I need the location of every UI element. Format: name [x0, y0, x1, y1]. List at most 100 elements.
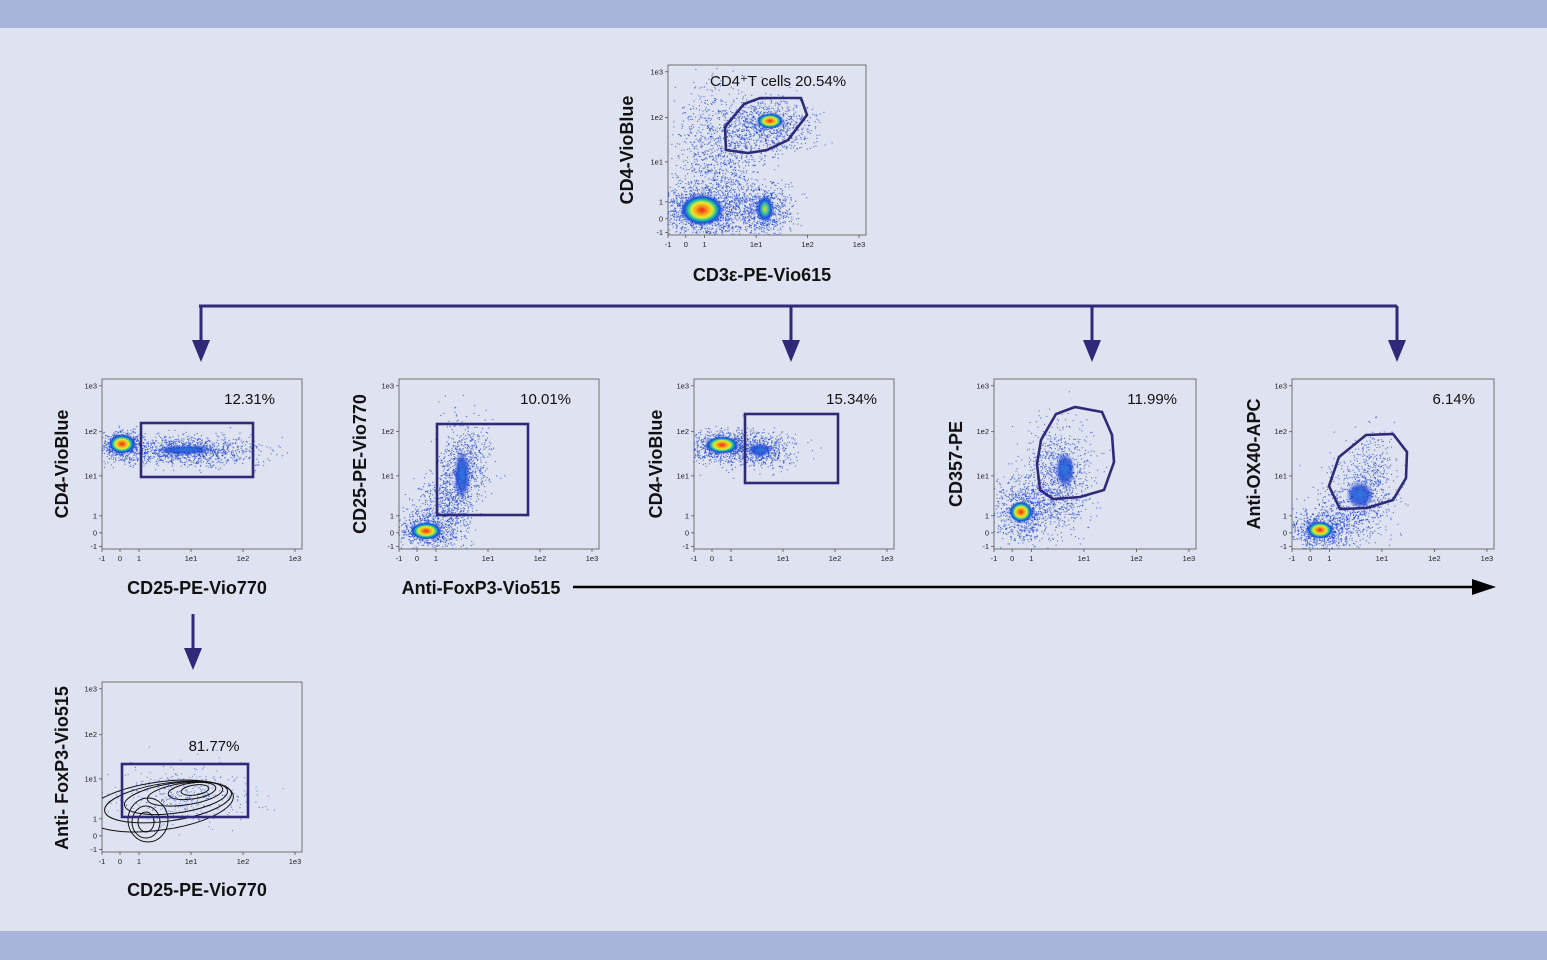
- density-hotspot: [748, 443, 772, 457]
- x-tick-label: 1e3: [1481, 554, 1494, 563]
- x-tick-label: 1e2: [1428, 554, 1441, 563]
- x-tick-label: 0: [118, 554, 122, 563]
- y-tick-label: 1: [685, 511, 689, 520]
- plot-frame: [693, 378, 895, 550]
- density-hotspot: [680, 194, 724, 226]
- plot-frame: [398, 378, 600, 550]
- gate-rectangle: [435, 422, 530, 517]
- y-tick-label: 1: [93, 511, 97, 520]
- y-tick-label: 1: [93, 814, 97, 823]
- y-tick-label: 1e2: [84, 730, 97, 739]
- gate-percentage: 12.31%: [224, 391, 275, 408]
- gate-percentage: 81.77%: [189, 738, 240, 755]
- y-tick-label: 0: [93, 528, 97, 537]
- gate-percentage: CD4⁺T cells 20.54%: [710, 73, 846, 90]
- y-tick-label: 1: [1283, 511, 1287, 520]
- x-tick-label: 1: [1029, 554, 1033, 563]
- x-tick-label: 1: [137, 554, 141, 563]
- y-axis-title: CD4-VioBlue: [617, 96, 637, 205]
- arrowhead-down-1: [192, 340, 210, 362]
- x-tick-label: 1e1: [777, 554, 790, 563]
- y-tick-label: 0: [685, 528, 689, 537]
- y-tick-label: 1e3: [1274, 381, 1287, 390]
- plot-events: [1292, 416, 1409, 549]
- y-tick-label: 1e2: [84, 427, 97, 436]
- x-axis-title: CD25-PE-Vio770: [127, 578, 267, 598]
- x-tick-label: 1e3: [289, 554, 302, 563]
- y-axis-title: Anti- FoxP3-Vio515: [52, 686, 72, 850]
- x-tick-label: 0: [710, 554, 714, 563]
- y-tick-label: 1e2: [381, 427, 394, 436]
- y-tick-label: 1: [985, 511, 989, 520]
- y-tick-label: 1e3: [84, 684, 97, 693]
- x-tick-label: 0: [684, 240, 688, 249]
- density-hotspot: [410, 522, 442, 540]
- gate-rectangle: [139, 421, 255, 479]
- plot-events: [399, 394, 506, 549]
- density-hotspot: [454, 450, 470, 500]
- x-tick-label: -1: [691, 554, 698, 563]
- top-band: [0, 0, 1547, 28]
- connector-tree: [191, 304, 1399, 654]
- x-tick-label: -1: [99, 857, 106, 866]
- axis-ticks: -1 0 1 1e1 1e2 1e3 1e3 1e2 1e1 1 0 -1: [650, 67, 865, 249]
- y-axis-title: CD25-PE-Vio770: [350, 394, 370, 534]
- gate-polygon: [1327, 432, 1409, 511]
- x-tick-label: 1: [703, 240, 707, 249]
- contour-lines: [102, 779, 234, 843]
- gate-polygon: [723, 96, 809, 155]
- axis-ticks: -1 0 1 1e1 1e2 1e3 1e3 1e2 1e1 1 0 -1: [976, 381, 1195, 563]
- x-tick-label: 0: [1308, 554, 1312, 563]
- x-tick-label: -1: [991, 554, 998, 563]
- x-tick-label: -1: [99, 554, 106, 563]
- y-tick-label: -1: [1280, 542, 1287, 551]
- x-tick-label: 1e3: [853, 240, 866, 249]
- plot-frame: [1291, 378, 1495, 550]
- x-tick-label: 1e3: [1183, 554, 1196, 563]
- y-axis-title: CD357-PE: [946, 421, 966, 507]
- y-tick-label: 1e2: [676, 427, 689, 436]
- plot-events: [994, 391, 1111, 549]
- y-tick-label: 1e3: [381, 381, 394, 390]
- x-tick-label: 1e1: [482, 554, 495, 563]
- connector-arrowheads: [184, 340, 1406, 670]
- y-tick-label: 1e1: [84, 774, 97, 783]
- y-tick-label: 0: [93, 831, 97, 840]
- plot-p1: -1 0 1 1e1 1e2 1e3 1e3 1e2 1e1 1 0 -1 12.31% CD25-PE-…: [52, 378, 303, 598]
- gate-percentage: 11.99%: [1127, 391, 1177, 408]
- axis-ticks: -1 0 1 1e1 1e2 1e3 1e3 1e2 1e1 1 0 -1: [84, 381, 301, 563]
- x-tick-label: 1: [434, 554, 438, 563]
- y-tick-label: 1: [659, 197, 663, 206]
- x-tick-label: 1e1: [750, 240, 763, 249]
- density-hotspot: [705, 436, 739, 454]
- y-tick-label: 1e1: [84, 471, 97, 480]
- arrowhead-right: [1472, 579, 1496, 595]
- x-tick-label: 1e2: [801, 240, 814, 249]
- bottom-band: [0, 931, 1547, 960]
- plot-p2: -1 0 1 1e1 1e2 1e3 1e3 1e2 1e1 1 0 -1 10.01% Anti-Fox…: [350, 378, 600, 598]
- y-tick-label: -1: [90, 542, 97, 551]
- density-hotspot: [1306, 521, 1334, 539]
- density-hotspot: [108, 434, 136, 454]
- x-tick-label: 1e3: [586, 554, 599, 563]
- y-tick-label: 0: [985, 528, 989, 537]
- plot-top: -1 0 1 1e1 1e2 1e3 1e3 1e2 1e1 1 0 -1 CD4⁺T cells 20…: [617, 64, 867, 285]
- y-tick-label: 1e2: [1274, 427, 1287, 436]
- x-tick-label: -1: [665, 240, 672, 249]
- y-tick-label: 1e3: [676, 381, 689, 390]
- density-hotspot: [756, 113, 784, 129]
- y-tick-label: 1e2: [650, 113, 663, 122]
- y-tick-label: -1: [656, 228, 663, 237]
- x-tick-label: 1e2: [237, 554, 250, 563]
- x-tick-label: 0: [118, 857, 122, 866]
- arrowhead-down-5: [184, 648, 202, 670]
- arrowhead-down-2: [782, 340, 800, 362]
- x-axis-title: CD25-PE-Vio770: [127, 880, 267, 900]
- plot-p5: -1 0 1 1e1 1e2 1e3 1e3 1e2 1e1 1 0 -1 6.14% Anti-OX40…: [1244, 378, 1495, 563]
- plot-events: [668, 68, 833, 235]
- y-tick-label: -1: [682, 542, 689, 551]
- gate-percentage: 6.14%: [1432, 391, 1475, 408]
- plot-events: [102, 425, 288, 473]
- gate-rectangle: [743, 412, 840, 485]
- x-tick-label: 0: [1010, 554, 1014, 563]
